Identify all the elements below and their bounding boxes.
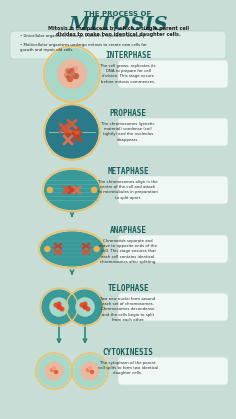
Circle shape (68, 290, 102, 324)
Circle shape (67, 70, 71, 73)
Circle shape (42, 290, 76, 324)
Circle shape (73, 73, 79, 78)
Circle shape (80, 303, 84, 307)
Circle shape (69, 72, 75, 77)
Circle shape (55, 370, 58, 373)
Circle shape (64, 72, 69, 78)
Circle shape (67, 77, 72, 82)
Ellipse shape (45, 171, 99, 210)
Circle shape (76, 298, 94, 316)
Circle shape (45, 362, 63, 380)
Text: METAPHASE: METAPHASE (107, 167, 149, 176)
Text: TELOPHASE: TELOPHASE (107, 284, 149, 293)
Circle shape (60, 307, 64, 311)
Text: CYTOKINESIS: CYTOKINESIS (103, 348, 153, 357)
Circle shape (94, 246, 99, 251)
Circle shape (52, 367, 55, 370)
Text: PROPHASE: PROPHASE (110, 109, 147, 118)
FancyBboxPatch shape (118, 357, 228, 385)
FancyBboxPatch shape (118, 293, 228, 321)
Ellipse shape (41, 232, 103, 266)
Circle shape (46, 48, 98, 100)
FancyBboxPatch shape (10, 31, 226, 59)
Circle shape (57, 302, 61, 306)
Circle shape (83, 302, 87, 306)
Circle shape (81, 362, 99, 380)
Text: The cytoplasm of the parent
cell splits to form two identical
daughter cells.: The cytoplasm of the parent cell splits … (98, 361, 158, 375)
Circle shape (73, 75, 76, 78)
FancyBboxPatch shape (118, 235, 228, 263)
Text: Mitosis is the process by which a single parent cell
divides to make two identic: Mitosis is the process by which a single… (47, 26, 189, 37)
FancyBboxPatch shape (118, 118, 228, 146)
Circle shape (45, 246, 50, 251)
Circle shape (38, 355, 70, 387)
Text: The cell grows, replicates its
DNA to prepare for cell
division. This stage occu: The cell grows, replicates its DNA to pr… (100, 64, 156, 84)
Text: MITOSIS: MITOSIS (68, 16, 168, 34)
Circle shape (50, 298, 68, 316)
Text: INTERPHASE: INTERPHASE (105, 51, 151, 60)
Circle shape (58, 59, 86, 88)
Circle shape (71, 68, 73, 72)
FancyBboxPatch shape (118, 60, 228, 88)
Text: Two new nuclei form around
each set of chromosomes.
Chromosomes decondense
and t: Two new nuclei form around each set of c… (100, 297, 156, 322)
Circle shape (87, 368, 89, 372)
Circle shape (67, 75, 69, 78)
Text: The chromosomes align in the
centre of the cell and attach
to microtubules in pr: The chromosomes align in the centre of t… (98, 180, 158, 199)
FancyBboxPatch shape (118, 176, 228, 204)
Circle shape (66, 68, 71, 73)
Circle shape (83, 305, 87, 309)
Text: The chromosomes (genetic
material) condense (coil
tightly) and the nucleolus
dis: The chromosomes (genetic material) conde… (101, 122, 155, 142)
Circle shape (51, 368, 54, 372)
Circle shape (72, 67, 77, 72)
Text: ANAPHASE: ANAPHASE (110, 226, 147, 235)
Circle shape (74, 355, 106, 387)
Circle shape (92, 187, 97, 192)
Text: • Unicellular organisms undergo mitosis to reproduce asexually.: • Unicellular organisms undergo mitosis … (20, 34, 146, 38)
Circle shape (54, 303, 58, 307)
Text: Chromatids separate and
move to opposite ends of the
cell. This stage ensures th: Chromatids separate and move to opposite… (99, 239, 157, 264)
Circle shape (57, 305, 61, 309)
Text: • Multicellular organisms undergo mitosis to create new cells for
growth and rep: • Multicellular organisms undergo mitosi… (20, 43, 147, 52)
Text: THE PROCESS OF: THE PROCESS OF (84, 11, 152, 17)
Circle shape (46, 106, 98, 158)
Circle shape (86, 307, 90, 311)
Circle shape (47, 187, 52, 192)
Circle shape (88, 367, 92, 370)
Circle shape (90, 370, 93, 373)
